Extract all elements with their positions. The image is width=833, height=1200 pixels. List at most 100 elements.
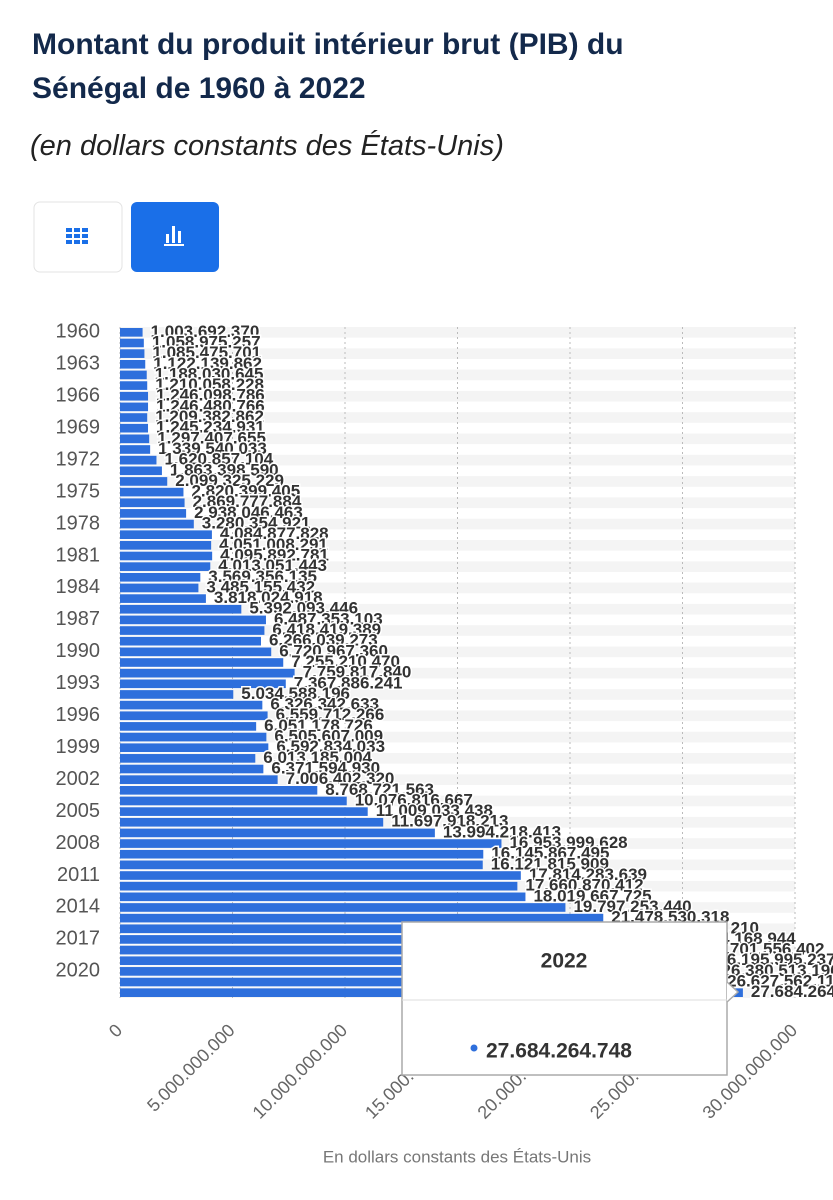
row-stripe xyxy=(120,561,795,572)
data-label: 4.084.877.828 xyxy=(220,524,329,543)
y-tick-label: 1963 xyxy=(56,353,101,375)
y-tick-label: 1960 xyxy=(56,321,101,343)
data-label: 17.814.283.639 xyxy=(529,865,647,884)
chart-view-button[interactable] xyxy=(131,202,219,272)
bar xyxy=(120,551,213,561)
data-label: 7.255.210.470 xyxy=(291,652,400,671)
bar xyxy=(120,892,526,902)
row-stripe xyxy=(120,540,795,551)
row-stripe xyxy=(120,646,795,658)
y-tick-label: 1966 xyxy=(56,385,101,407)
x-axis-label: En dollars constants des États-Unis xyxy=(323,1147,591,1166)
data-label: 6.720.967.360 xyxy=(279,641,388,660)
data-label: 25.701.556.402 xyxy=(706,940,824,959)
y-tick-label: 2011 xyxy=(57,864,100,886)
y-tick-label: 1990 xyxy=(56,640,101,662)
data-label: 6.371.594.930 xyxy=(271,758,380,777)
data-label: 11.697.918.213 xyxy=(391,812,508,831)
data-label: 7.759.817.840 xyxy=(303,663,412,682)
bar xyxy=(120,903,566,912)
y-tick-label: 2020 xyxy=(56,960,101,982)
bar xyxy=(120,615,266,625)
bar xyxy=(120,519,194,529)
row-stripe xyxy=(120,518,795,530)
bar xyxy=(120,509,187,518)
bar xyxy=(120,775,278,784)
data-label: 1.620.857.104 xyxy=(164,450,273,469)
y-tick-label: 1981 xyxy=(56,544,101,566)
data-label: 1.246.098.786 xyxy=(156,386,265,405)
data-label: 6.505.607.009 xyxy=(274,727,383,746)
chart-icon xyxy=(164,226,184,246)
data-label: 3.280.354.921 xyxy=(202,514,311,533)
data-label: 6.013.185.004 xyxy=(263,748,372,767)
bar xyxy=(120,871,521,880)
bar xyxy=(120,349,145,358)
chart-subtitle: (en dollars constants des États-Unis) xyxy=(30,129,504,162)
data-label: 3.818.024.918 xyxy=(214,588,323,607)
data-label: 5.034.588.196 xyxy=(241,684,350,703)
data-label: 6.418.419.389 xyxy=(272,620,381,639)
data-label: 6.326.342.633 xyxy=(270,695,379,714)
bar xyxy=(120,626,265,635)
bar xyxy=(120,839,502,848)
bar xyxy=(120,732,267,742)
bar xyxy=(120,381,148,390)
bar xyxy=(120,477,168,486)
y-tick-label: 2008 xyxy=(56,832,101,854)
bar xyxy=(120,541,212,550)
row-stripe xyxy=(120,689,795,700)
data-label: 7.367.886.241 xyxy=(294,673,403,692)
tooltip-value: 27.684.264.748 xyxy=(486,1040,632,1063)
data-label: 1.209.382.862 xyxy=(155,407,264,426)
bar xyxy=(120,647,272,657)
data-label: 1.297.407.655 xyxy=(157,428,266,447)
bar xyxy=(120,530,212,540)
table-view-button[interactable] xyxy=(33,201,123,273)
data-label: 6.266.039.273 xyxy=(269,631,378,650)
bar xyxy=(120,604,242,614)
y-tick-label: 1999 xyxy=(56,736,101,758)
bar xyxy=(120,594,206,603)
x-tick-label: 5.000.000.000 xyxy=(143,1020,239,1116)
data-label: 1.246.480.766 xyxy=(156,396,265,415)
table-icon xyxy=(66,228,88,244)
bar xyxy=(120,328,143,337)
data-label: 1.085.475.701 xyxy=(152,343,261,362)
row-stripe xyxy=(120,603,795,615)
data-label: 26.627.562.118 xyxy=(727,972,833,991)
bar xyxy=(120,445,151,454)
data-label: 26.380.513.196 xyxy=(722,961,833,980)
bar xyxy=(120,700,263,710)
data-label: 2.869.777.884 xyxy=(193,492,302,511)
bar xyxy=(120,402,149,412)
bar xyxy=(120,881,518,891)
data-label: 11.009.033.438 xyxy=(376,801,493,820)
bar xyxy=(120,796,347,806)
data-label: 4.051.008.291 xyxy=(219,535,328,554)
data-label: 1.245.234.931 xyxy=(156,418,265,437)
data-label: 17.660.870.412 xyxy=(525,876,643,895)
tooltip-pointer xyxy=(726,981,740,1003)
bar xyxy=(120,359,146,369)
bar xyxy=(120,498,185,508)
bar xyxy=(120,754,256,763)
data-label: 16.953.999.628 xyxy=(509,833,627,852)
plot-area: 05.000.000.00010.000.000.00015.000.000.0… xyxy=(56,320,833,1122)
bar xyxy=(120,487,184,497)
data-label: 16.145.867.495 xyxy=(491,844,609,863)
bar xyxy=(120,423,149,433)
bar xyxy=(120,583,199,593)
bar xyxy=(120,849,484,859)
row-stripe xyxy=(120,390,795,402)
row-stripe xyxy=(120,454,795,466)
bar xyxy=(120,722,257,731)
y-tick-label: 1969 xyxy=(56,416,101,438)
y-tick-label: 1975 xyxy=(56,480,101,502)
bar xyxy=(120,391,149,401)
data-label: 6.592.834.033 xyxy=(276,737,385,756)
data-label: 1.003.692.370 xyxy=(151,322,260,341)
y-tick-label: 1984 xyxy=(56,576,101,598)
tooltip: 2022 27.684.264.748 xyxy=(401,921,740,1076)
